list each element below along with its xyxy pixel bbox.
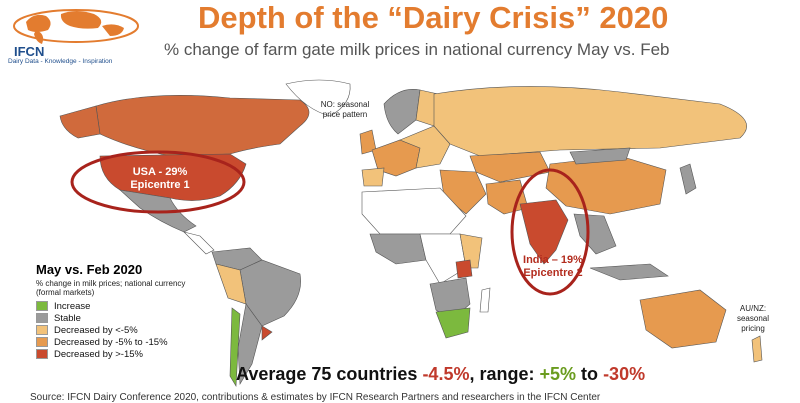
- world-map: [59, 79, 763, 387]
- legend-title: May vs. Feb 2020: [36, 262, 143, 277]
- japan: [679, 163, 697, 195]
- legend-swatch-stable: [36, 313, 48, 323]
- summary-prefix: Average 75 countries: [236, 364, 418, 384]
- mongolia: [569, 147, 631, 165]
- legend-item: Stable: [36, 312, 236, 324]
- east-africa: [459, 233, 483, 269]
- southeast-asia: [573, 213, 617, 255]
- summary-range-high: +5%: [539, 364, 577, 384]
- legend-label: Decreased by >-15%: [54, 348, 143, 360]
- central-africa: [419, 233, 467, 285]
- legend-label: Decreased by -5% to -15%: [54, 336, 168, 348]
- south-africa: [435, 307, 471, 339]
- aunz-note: AU/NZ: seasonal pricing: [718, 304, 788, 334]
- greenland: [285, 79, 351, 117]
- legend-swatch-strong: [36, 349, 48, 359]
- usa-epicentre-circle: [70, 150, 246, 214]
- legend-item: Decreased by >-15%: [36, 348, 236, 360]
- page-subtitle: % change of farm gate milk prices in nat…: [164, 40, 670, 59]
- madagascar: [479, 287, 491, 313]
- globe-icon: [13, 9, 139, 44]
- summary-line: Average 75 countries -4.5%, range: +5% t…: [236, 364, 645, 385]
- chile: [229, 307, 241, 387]
- legend-label: Stable: [54, 312, 81, 324]
- india-callout-line2: Epicentre 2: [523, 267, 583, 279]
- norway-note-text: NO: seasonal price pattern: [320, 100, 370, 119]
- russia: [433, 86, 747, 157]
- west-africa: [369, 233, 427, 265]
- usa-callout-line2: Epicentre 1: [130, 179, 190, 191]
- kazakhstan: [469, 151, 551, 183]
- new-zealand: [751, 335, 763, 363]
- argentina: [237, 303, 263, 385]
- norway-note: NO: seasonal price pattern: [300, 100, 390, 120]
- legend-swatch-medium: [36, 337, 48, 347]
- alaska: [59, 105, 101, 139]
- legend-item: Decreased by <-5%: [36, 324, 236, 336]
- legend-item: Decreased by -5% to -15%: [36, 336, 236, 348]
- source-note: Source: IFCN Dairy Conference 2020, cont…: [30, 392, 601, 403]
- legend-label: Decreased by <-5%: [54, 324, 138, 336]
- logo-tagline: Dairy Data - Knowledge - Inspiration: [8, 58, 113, 65]
- iran-pakistan: [485, 179, 529, 215]
- summary-to: to: [581, 364, 599, 384]
- summary-mid: , range:: [469, 364, 535, 384]
- aunz-note-text: AU/NZ: seasonal pricing: [736, 304, 770, 333]
- legend-swatch-increase: [36, 301, 48, 311]
- legend-label: Increase: [54, 300, 91, 312]
- logo-text: IFCN: [14, 44, 45, 59]
- legend: May vs. Feb 2020 % change in milk prices…: [36, 262, 236, 360]
- india-callout: India – 19% Epicentre 2: [508, 254, 598, 280]
- india: [519, 199, 569, 265]
- page-title: Depth of the “Dairy Crisis” 2020: [198, 0, 669, 35]
- canada: [95, 95, 310, 157]
- usa-callout-line1: USA - 29%: [132, 166, 188, 178]
- uruguay: [261, 325, 273, 341]
- kenya-uganda: [455, 259, 473, 279]
- china: [545, 155, 667, 215]
- summary-range-low: -30%: [603, 364, 646, 384]
- legend-item: Increase: [36, 300, 236, 312]
- legend-subtitle: % change in milk prices; national curren…: [36, 279, 186, 297]
- indonesia: [589, 263, 669, 281]
- india-epicentre-circle: [510, 168, 590, 296]
- usa-callout: USA - 29% Epicentre 1: [100, 166, 220, 192]
- summary-average: -4.5%: [422, 364, 470, 384]
- legend-swatch-light: [36, 325, 48, 335]
- australia: [639, 289, 727, 349]
- iberia: [361, 167, 385, 187]
- india-callout-line1: India – 19%: [523, 254, 583, 266]
- ifcn-logo: [6, 4, 166, 68]
- central-america: [183, 231, 215, 255]
- brazil: [239, 259, 301, 327]
